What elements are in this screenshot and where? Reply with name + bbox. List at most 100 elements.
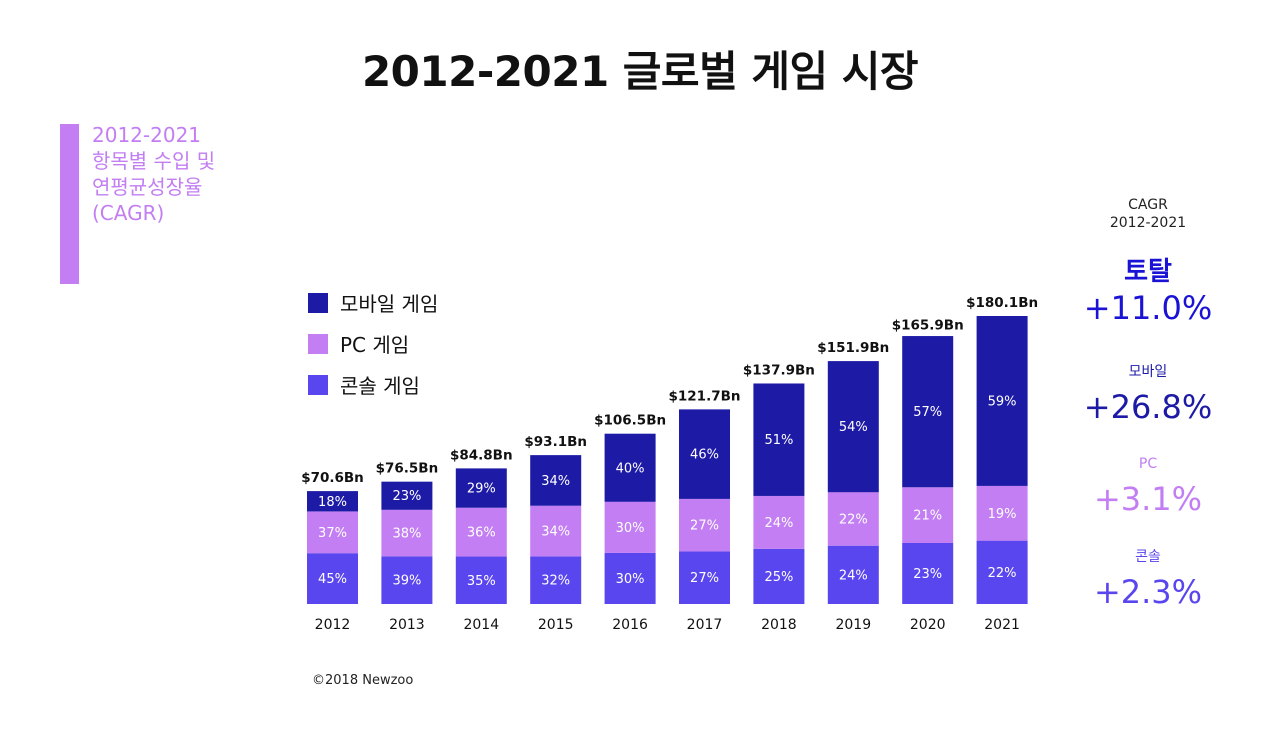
- legend-swatch-mobile: [308, 292, 328, 313]
- bar-segment: [307, 491, 358, 512]
- segment-label: 22%: [839, 512, 868, 527]
- cagr-mobile-value: +26.8%: [1083, 388, 1213, 426]
- segment-label: 37%: [318, 526, 347, 541]
- subtitle-block: 2012-2021 항목별 수입 및 연평균성장율 (CAGR): [92, 122, 292, 226]
- segment-label: 27%: [690, 519, 719, 534]
- x-tick-label: 2012: [315, 617, 351, 633]
- legend-label: 콘솔 게임: [340, 374, 420, 398]
- bar-segment: [976, 485, 1028, 541]
- total-label: $137.9Bn: [743, 362, 815, 378]
- segment-label: 18%: [318, 495, 347, 510]
- bar-segment: [530, 455, 582, 506]
- segment-label: 57%: [913, 405, 942, 420]
- bar-segment: [679, 498, 730, 552]
- bar-segment: [753, 383, 805, 496]
- cagr-total-label: 토탈: [1124, 257, 1172, 287]
- segment-label: 29%: [467, 482, 496, 497]
- segment-label: 54%: [839, 420, 868, 435]
- legend-label: 모바일 게임: [340, 292, 439, 316]
- segment-label: 35%: [467, 574, 496, 589]
- bar-segment: [381, 556, 433, 604]
- accent-bar: [60, 124, 79, 284]
- segment-label: 24%: [839, 568, 868, 583]
- cagr-mobile: 모바일 +26.8%: [1068, 363, 1228, 427]
- segment-label: 19%: [988, 507, 1017, 522]
- bar-segment: [902, 487, 954, 543]
- total-label: $165.9Bn: [892, 318, 964, 334]
- subtitle-line: 항목별 수입 및: [92, 149, 216, 173]
- cagr-console: 콘솔 +2.3%: [1068, 548, 1228, 612]
- legend-label: PC 게임: [340, 333, 410, 357]
- legend-item-console: 콘솔 게임: [308, 364, 438, 405]
- segment-label: 46%: [690, 448, 719, 463]
- bar-segment: [753, 548, 805, 604]
- copyright-note: ©2018 Newzoo: [312, 673, 414, 688]
- total-label: $106.5Bn: [594, 413, 666, 429]
- page-title: 2012-2021 글로벌 게임 시장: [361, 47, 919, 96]
- cagr-pc: PC +3.1%: [1068, 455, 1228, 519]
- cagr-panel: CAGR 2012-2021 토탈 +11.0% 모바일 +26.8% PC +…: [1068, 196, 1228, 611]
- bar-segment: [902, 542, 954, 604]
- x-tick-label: 2015: [538, 617, 574, 633]
- bar-segment: [530, 556, 582, 604]
- cagr-console-label: 콘솔: [1135, 549, 1161, 565]
- segment-label: 30%: [616, 572, 645, 587]
- subtitle-line: 연평균성장율: [92, 175, 203, 199]
- bar-segment: [307, 553, 358, 604]
- bar-segment: [679, 551, 730, 604]
- total-label: $151.9Bn: [817, 340, 889, 356]
- chart-legend: 모바일 게임 PC 게임 콘솔 게임: [308, 282, 438, 405]
- segment-label: 51%: [764, 433, 793, 448]
- x-tick-label: 2017: [687, 617, 723, 633]
- legend-item-pc: PC 게임: [308, 323, 438, 364]
- bar-segment: [827, 361, 879, 493]
- segment-label: 45%: [318, 572, 347, 587]
- total-label: $70.6Bn: [301, 470, 364, 486]
- cagr-pc-label: PC: [1138, 456, 1158, 472]
- bar-segment: [455, 507, 507, 557]
- segment-label: 23%: [392, 489, 421, 504]
- cagr-period: 2012-2021: [1109, 215, 1187, 231]
- bar-segment: [976, 540, 1028, 604]
- bar-segment: [530, 505, 582, 557]
- segment-label: 34%: [541, 474, 570, 489]
- segment-label: 40%: [616, 461, 645, 476]
- bar-segment: [604, 552, 656, 604]
- bar-segment: [381, 481, 433, 510]
- x-tick-label: 2016: [612, 617, 648, 633]
- bar-segment: [455, 468, 507, 508]
- subtitle-line: 2012-2021: [92, 123, 202, 147]
- segment-label: 38%: [392, 527, 421, 542]
- bar-segment: [455, 556, 507, 604]
- bar-segment: [753, 495, 805, 549]
- x-tick-label: 2021: [984, 617, 1020, 633]
- bar-segment: [827, 492, 879, 546]
- bar-segment: [679, 409, 730, 499]
- x-tick-label: 2019: [835, 617, 871, 633]
- bar-segment: [976, 316, 1028, 486]
- cagr-total-value: +11.0%: [1083, 289, 1213, 327]
- total-label: $76.5Bn: [376, 461, 439, 477]
- segment-label: 24%: [764, 516, 793, 531]
- bar-segment: [604, 501, 656, 553]
- legend-item-mobile: 모바일 게임: [308, 282, 438, 323]
- segment-label: 34%: [541, 525, 570, 540]
- x-tick-label: 2013: [389, 617, 425, 633]
- segment-label: 39%: [392, 574, 421, 589]
- segment-label: 36%: [467, 526, 496, 541]
- total-label: $84.8Bn: [450, 447, 513, 463]
- x-tick-label: 2020: [910, 617, 946, 633]
- x-tick-label: 2018: [761, 617, 797, 633]
- segment-label: 23%: [913, 567, 942, 582]
- total-label: $180.1Bn: [966, 295, 1038, 311]
- total-label: $121.7Bn: [669, 388, 741, 404]
- segment-label: 30%: [616, 521, 645, 536]
- bar-segment: [381, 509, 433, 557]
- bar-segment: [902, 336, 954, 488]
- bar-segment: [604, 433, 656, 502]
- segment-label: 21%: [913, 509, 942, 524]
- x-tick-label: 2014: [463, 617, 499, 633]
- cagr-console-value: +2.3%: [1093, 573, 1203, 611]
- segment-label: 27%: [690, 571, 719, 586]
- segment-label: 22%: [988, 566, 1017, 581]
